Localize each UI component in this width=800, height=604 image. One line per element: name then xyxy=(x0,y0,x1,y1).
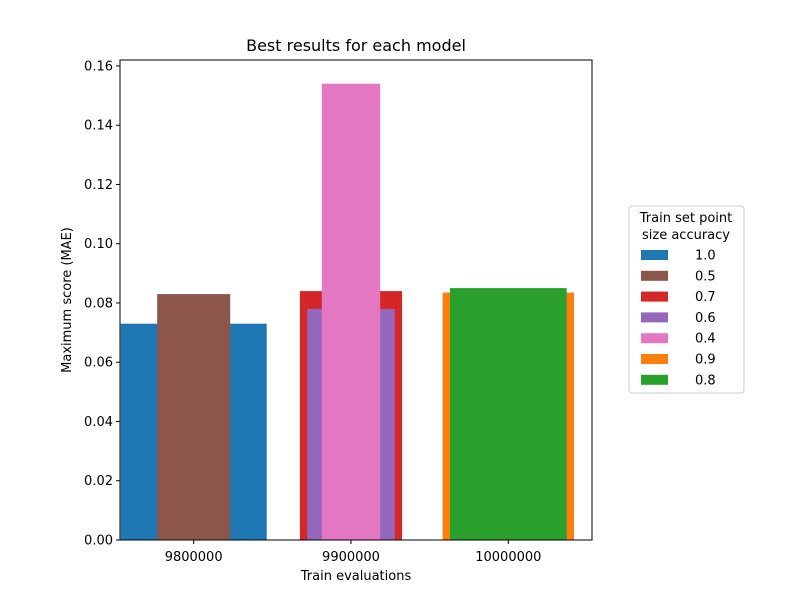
legend-label: 0.6 xyxy=(695,311,716,326)
legend-swatch xyxy=(641,291,668,302)
legend-label: 0.5 xyxy=(695,269,716,284)
y-tick-label: 0.08 xyxy=(84,296,113,311)
legend: Train set point size accuracy 1.0 0.5 0.7 0… xyxy=(628,205,745,394)
y-tick-label: 0.04 xyxy=(84,415,113,430)
y-axis-label: Maximum score (MAE) xyxy=(60,227,75,373)
legend-swatch xyxy=(641,250,668,260)
bars xyxy=(120,83,574,540)
legend-swatch xyxy=(641,312,668,323)
legend-label: 0.9 xyxy=(695,353,716,368)
y-tick-label: 0.06 xyxy=(84,356,113,371)
y-tick-label: 0.02 xyxy=(84,474,113,489)
legend-swatch xyxy=(641,270,668,281)
legend-swatch xyxy=(641,374,668,385)
legend-title-line-1: Train set point xyxy=(639,211,732,226)
legend-label: 0.7 xyxy=(695,290,716,305)
legend-label: 1.0 xyxy=(695,249,716,264)
x-axis-label: Train evaluations xyxy=(300,569,412,584)
y-tick-label: 0.10 xyxy=(84,237,113,252)
y-axis: 0.00 0.02 0.04 0.06 0.08 0.10 0.12 0.14 0.16 xyxy=(84,59,120,549)
y-tick-label: 0.14 xyxy=(84,119,113,134)
x-tick-label: 10000000 xyxy=(475,550,541,565)
x-axis: 9800000 9900000 10000000 xyxy=(165,540,541,565)
legend-label: 0.8 xyxy=(695,373,716,388)
y-tick-label: 0.12 xyxy=(84,178,113,193)
bar-9800000-0.5 xyxy=(157,294,231,540)
x-tick-label: 9900000 xyxy=(322,550,380,565)
bar-10000000-0.8 xyxy=(449,288,567,540)
chart-title: Best results for each model xyxy=(246,36,466,55)
legend-swatch xyxy=(641,333,668,344)
y-tick-label: 0.16 xyxy=(84,59,113,74)
legend-title-line-2: size accuracy xyxy=(642,228,730,243)
plot-frame xyxy=(119,59,593,541)
x-tick-label: 9800000 xyxy=(165,550,223,565)
y-tick-label: 0.00 xyxy=(84,534,113,549)
bar-9900000-0.4 xyxy=(321,83,381,540)
legend-swatch xyxy=(641,354,668,364)
legend-label: 0.4 xyxy=(695,332,716,347)
legend-items: 1.0 0.5 0.7 0.6 0.4 0.9 0.8 xyxy=(641,249,716,388)
